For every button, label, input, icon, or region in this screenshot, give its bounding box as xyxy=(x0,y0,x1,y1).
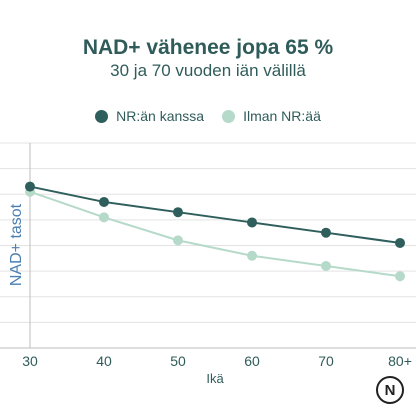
data-point-series-0 xyxy=(173,207,183,218)
data-point-series-0 xyxy=(247,217,257,228)
legend: NR:än kanssa Ilman NR:ää xyxy=(0,108,416,124)
x-tick-label: 30 xyxy=(22,353,38,369)
series-line-1 xyxy=(29,190,401,278)
data-point-series-0 xyxy=(321,227,331,238)
series-line-0 xyxy=(29,185,401,244)
chart-title: NAD+ vähenee jopa 65 % xyxy=(82,36,334,59)
data-point-series-1 xyxy=(321,261,331,271)
legend-label-with-nr: NR:än kanssa xyxy=(116,108,205,124)
legend-item-without-nr: Ilman NR:ää xyxy=(222,108,321,124)
legend-marker-with-nr xyxy=(95,109,109,123)
legend-label-without-nr: Ilman NR:ää xyxy=(243,108,321,124)
x-tick-label: 80+ xyxy=(388,353,412,369)
x-axis-label: Ikä xyxy=(206,371,224,386)
legend-marker-without-nr xyxy=(222,109,236,123)
x-tick-label: 40 xyxy=(96,353,112,369)
data-point-series-1 xyxy=(99,212,109,223)
data-point-series-1 xyxy=(247,250,257,261)
brand-logo-icon: N xyxy=(376,376,404,404)
legend-item-with-nr: NR:än kanssa xyxy=(95,108,204,124)
x-tick-label: 70 xyxy=(318,353,334,369)
data-point-series-0 xyxy=(99,196,109,207)
data-point-series-1 xyxy=(173,235,183,246)
data-point-series-0 xyxy=(395,237,405,248)
data-point-series-1 xyxy=(395,271,405,282)
data-point-series-0 xyxy=(25,181,35,192)
chart-subtitle: 30 ja 70 vuoden iän välillä xyxy=(110,61,306,80)
y-axis-label: NAD+ tasot xyxy=(8,203,25,286)
x-tick-label: 60 xyxy=(244,353,260,369)
x-tick-label: 50 xyxy=(170,353,186,369)
